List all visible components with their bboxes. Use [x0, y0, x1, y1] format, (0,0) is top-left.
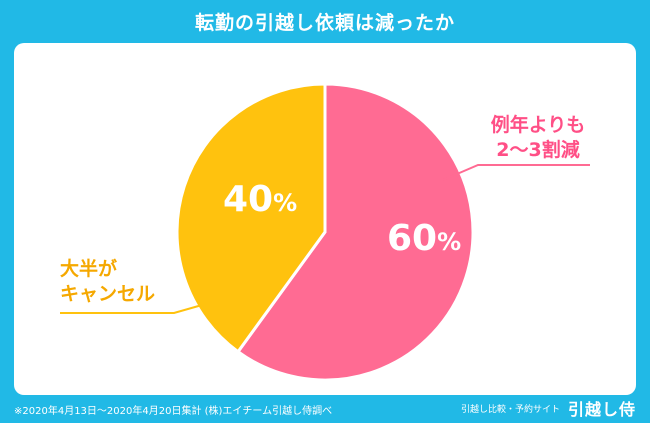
pie-slice-1	[235, 82, 475, 382]
chart-title: 転勤の引越し依頼は減ったか	[194, 11, 455, 34]
chart-panel: 60% 例年よりも 2〜3割減 40% 大半がキャンセル	[14, 43, 636, 395]
pie-chart: 60% 例年よりも 2〜3割減 40% 大半がキャンセル	[60, 82, 590, 382]
callout-line-2	[60, 304, 203, 314]
slice-value-label-1: 60%	[387, 218, 461, 259]
source-note: ※2020年4月13日〜2020年4月20日集計 (株)エイチーム引越し侍調べ	[14, 405, 333, 417]
slice-value-label-2: 40%	[223, 179, 297, 220]
brand-logo: 引越し侍	[567, 400, 636, 419]
callout-line-1	[442, 164, 590, 181]
slice-category-label-1: 例年よりも 2〜3割減	[491, 113, 586, 161]
service-label: 引越し比較・予約サイト	[460, 404, 560, 415]
pie-slice-2	[175, 82, 327, 354]
slice-category-label-2: 大半がキャンセル	[60, 257, 155, 305]
footer-brand: 引越し比較・予約サイト 引越し侍	[461, 396, 636, 420]
